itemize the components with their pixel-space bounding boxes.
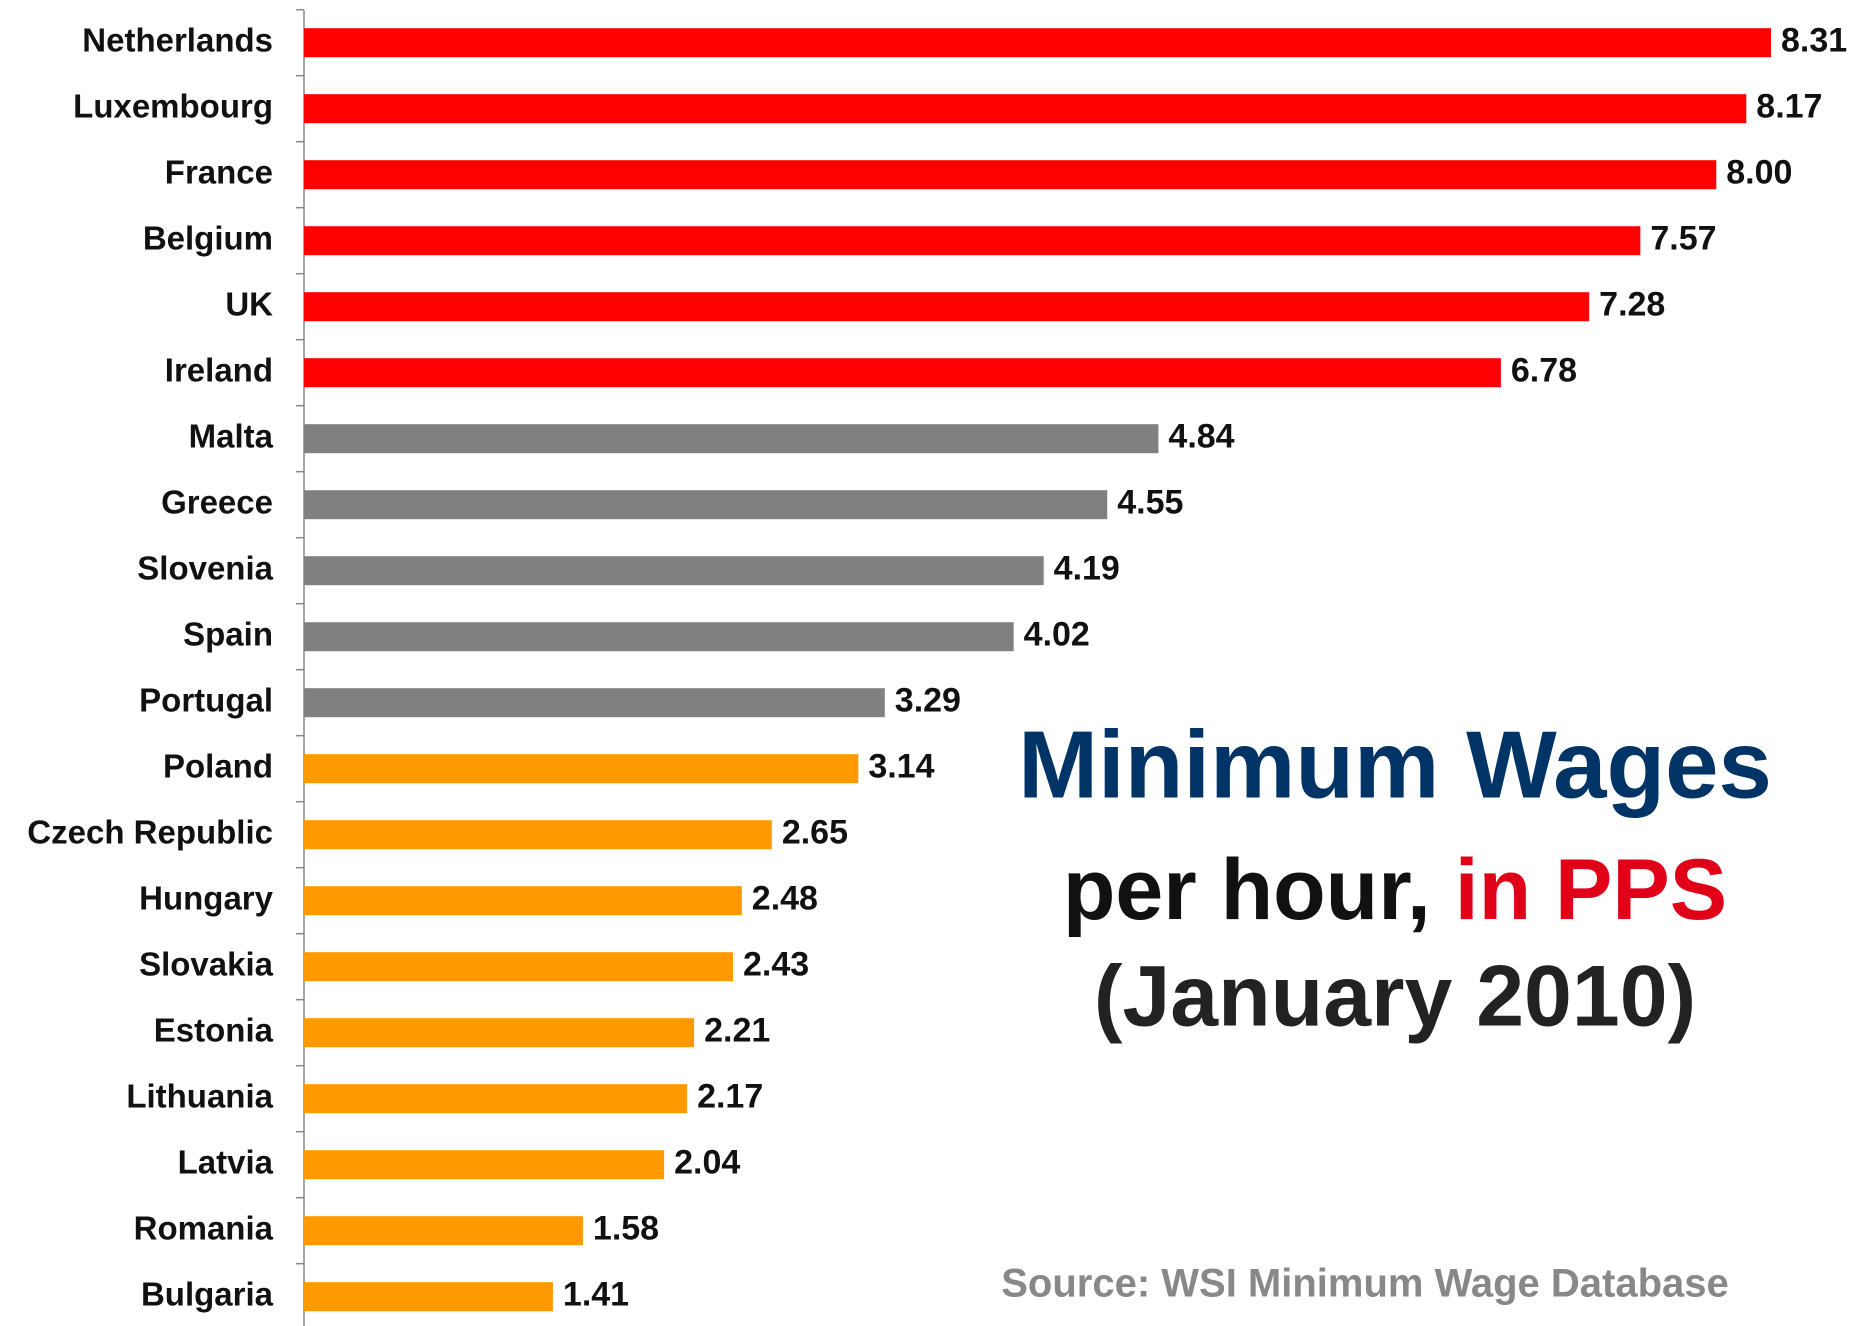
value-label: 1.58 <box>593 1210 659 1248</box>
value-label: 2.17 <box>697 1078 763 1116</box>
category-label: Czech Republic <box>27 813 273 850</box>
bar <box>304 1018 695 1048</box>
bar <box>304 952 733 982</box>
value-label: 1.41 <box>563 1276 629 1314</box>
category-label: Netherlands <box>82 21 273 58</box>
bar <box>304 424 1159 454</box>
value-label: 2.04 <box>674 1144 740 1182</box>
bar <box>304 94 1747 124</box>
value-label: 3.29 <box>895 682 961 720</box>
category-label: Lithuania <box>126 1077 273 1114</box>
value-label: 7.28 <box>1599 286 1665 324</box>
category-label: Romania <box>134 1209 274 1246</box>
bar <box>304 1084 688 1114</box>
category-label: Poland <box>163 747 273 784</box>
category-label: Ireland <box>165 351 273 388</box>
value-label: 6.78 <box>1511 352 1577 390</box>
category-label: Latvia <box>178 1143 274 1180</box>
value-label: 8.00 <box>1726 154 1792 192</box>
value-label: 8.31 <box>1781 22 1847 60</box>
value-label: 2.21 <box>704 1012 770 1050</box>
bar <box>304 886 742 916</box>
source-note: Source: WSI Minimum Wage Database <box>1001 1262 1729 1306</box>
value-label: 4.55 <box>1117 484 1183 522</box>
bar <box>304 292 1590 322</box>
bar <box>304 490 1108 520</box>
value-label: 4.19 <box>1054 550 1120 588</box>
subtitle-part: per hour, <box>1063 842 1431 938</box>
subtitle-highlight: in PPS <box>1455 842 1727 938</box>
category-label: Belgium <box>143 219 273 256</box>
category-label: Portugal <box>139 681 273 718</box>
category-label: France <box>165 153 273 190</box>
bar <box>304 28 1771 58</box>
value-label: 4.02 <box>1024 616 1090 654</box>
category-label: Slovenia <box>137 549 273 586</box>
value-label: 3.14 <box>868 748 934 786</box>
category-label: Spain <box>183 615 273 652</box>
bar <box>304 160 1717 190</box>
category-label: Greece <box>161 483 273 520</box>
category-label: Estonia <box>154 1011 274 1048</box>
bar <box>304 1150 665 1180</box>
value-label: 2.48 <box>752 880 818 918</box>
chart-title: Minimum Wages <box>1018 711 1772 818</box>
category-label: UK <box>225 285 273 322</box>
category-label: Slovakia <box>139 945 274 982</box>
value-label: 4.84 <box>1168 418 1234 456</box>
bar <box>304 688 885 718</box>
bar <box>304 1282 553 1312</box>
value-label: 2.65 <box>782 814 848 852</box>
category-label: Bulgaria <box>141 1275 274 1312</box>
value-label: 8.17 <box>1756 88 1822 126</box>
bar <box>304 820 772 850</box>
category-label: Luxembourg <box>73 87 273 124</box>
bar <box>304 358 1501 388</box>
bar <box>304 1216 583 1246</box>
category-label: Hungary <box>139 879 274 916</box>
bar <box>304 754 859 784</box>
bar <box>304 622 1014 652</box>
chart-subtitle-date: (January 2010) <box>1094 949 1696 1045</box>
bar <box>304 556 1044 586</box>
value-label: 2.43 <box>743 946 809 984</box>
value-label: 7.57 <box>1650 220 1716 258</box>
bar <box>304 226 1641 256</box>
category-label: Malta <box>189 417 274 454</box>
chart-subtitle: per hour, in PPS <box>1063 842 1727 938</box>
